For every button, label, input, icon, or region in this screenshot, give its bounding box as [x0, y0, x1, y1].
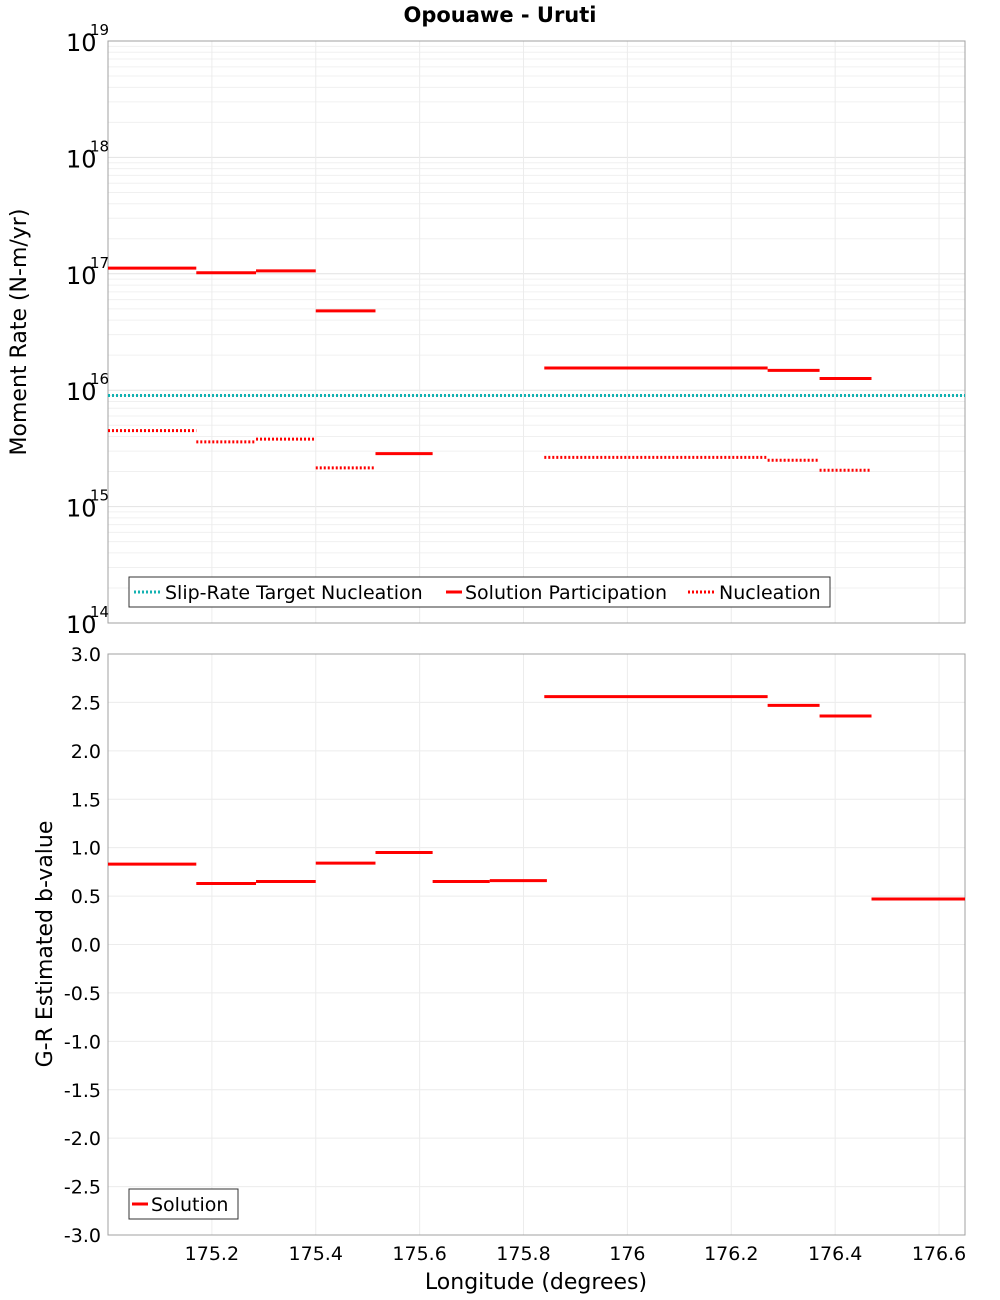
- x-axis-label: Longitude (degrees): [425, 1270, 647, 1295]
- top-y-tick-exponent: 17: [90, 254, 109, 272]
- top-series: [108, 266, 965, 472]
- x-tick-label: 175.6: [392, 1243, 446, 1265]
- x-tick-label: 175.8: [496, 1243, 550, 1265]
- top-y-tick-exponent: 15: [90, 487, 109, 505]
- legend-label-nucleation: Nucleation: [719, 582, 821, 604]
- bottom-y-tick-label: 2.0: [71, 741, 101, 763]
- bottom-y-tick-label: -2.5: [64, 1177, 101, 1199]
- bottom-x-tick-labels: 175.2 175.4 175.6 175.8 176 176.2 176.4 176.6: [185, 1243, 967, 1265]
- bottom-y-axis-label: G-R Estimated b-value: [33, 821, 58, 1068]
- top-y-tick-exponent: 14: [90, 603, 109, 621]
- top-y-tick-label: 10: [66, 495, 97, 523]
- bottom-y-tick-label: -3.0: [64, 1225, 101, 1247]
- bottom-series: [108, 695, 965, 901]
- bottom-legend: Solution: [128, 1188, 239, 1220]
- top-y-tick-exponent: 19: [90, 21, 109, 39]
- bottom-y-tick-label: 2.5: [71, 692, 101, 714]
- bottom-y-tick-label: 0.0: [71, 935, 101, 957]
- x-tick-label: 175.4: [289, 1243, 343, 1265]
- top-y-tick-label: 10: [66, 378, 97, 406]
- top-legend: Slip-Rate Target Nucleation Solution Par…: [128, 576, 831, 608]
- x-tick-label: 175.2: [185, 1243, 239, 1265]
- x-tick-label: 176.2: [704, 1243, 758, 1265]
- top-y-axis-label: Moment Rate (N-m/yr): [7, 209, 32, 456]
- top-gridlines: [108, 41, 965, 624]
- legend-label-participation: Solution Participation: [465, 582, 667, 604]
- top-y-tick-exponent: 18: [90, 137, 109, 155]
- top-y-tick-label: 10: [66, 29, 97, 57]
- bottom-y-tick-label: -1.5: [64, 1080, 101, 1102]
- bottom-y-tick-labels: -3.0 -2.5 -2.0 -1.5 -1.0 -0.5 0.0 0.5 1.0 1.5 2.0 2…: [64, 644, 101, 1247]
- x-tick-label: 176.4: [808, 1243, 862, 1265]
- top-y-tick-label: 10: [66, 262, 97, 290]
- bottom-y-tick-label: 3.0: [71, 644, 101, 666]
- legend-label-solution: Solution: [151, 1194, 228, 1216]
- bottom-y-tick-label: 0.5: [71, 886, 101, 908]
- bottom-y-tick-label: 1.5: [71, 789, 101, 811]
- x-tick-label: 176.6: [912, 1243, 966, 1265]
- bottom-plot-frame: [107, 653, 966, 1236]
- top-plot-frame: [107, 40, 966, 624]
- top-y-tick-exponent: 16: [90, 370, 109, 388]
- chart-title: Opouawe - Uruti: [403, 3, 596, 27]
- top-y-tick-label: 10: [66, 611, 97, 639]
- bottom-y-tick-label: -2.0: [64, 1128, 101, 1150]
- top-y-tick-label: 10: [66, 145, 97, 173]
- legend-label-target: Slip-Rate Target Nucleation: [165, 582, 423, 604]
- x-tick-label: 176: [609, 1243, 645, 1265]
- bottom-y-tick-label: -0.5: [64, 983, 101, 1005]
- bottom-y-tick-label: 1.0: [71, 838, 101, 860]
- bottom-y-tick-label: -1.0: [64, 1031, 101, 1053]
